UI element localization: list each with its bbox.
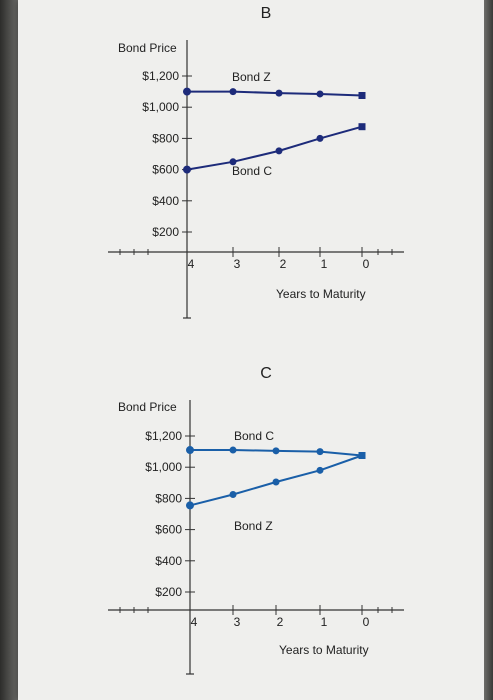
- y-tick-label: $800: [155, 491, 182, 505]
- y-tick-label: $1,000: [145, 460, 182, 474]
- x-axis-label: Years to Maturity: [279, 643, 369, 657]
- data-point: [229, 88, 237, 96]
- x-tick-label: 0: [363, 257, 370, 271]
- data-point: [358, 123, 366, 131]
- y-tick-label: $400: [152, 194, 179, 208]
- x-tick-label: 4: [188, 257, 195, 271]
- series-label: Bond C: [232, 164, 272, 178]
- paper-sheet: [18, 0, 484, 700]
- chart-title: C: [260, 365, 272, 382]
- x-tick-label: 2: [280, 257, 287, 271]
- y-tick-label: $1,200: [142, 69, 179, 83]
- y-tick-label: $600: [152, 163, 179, 177]
- data-point: [358, 92, 366, 99]
- x-axis-label: Years to Maturity: [276, 287, 366, 301]
- y-tick-label: $200: [155, 585, 182, 599]
- series-label: Bond Z: [232, 70, 271, 84]
- x-tick-label: 1: [321, 615, 328, 629]
- data-point: [183, 165, 191, 174]
- x-tick-label: 3: [234, 615, 241, 629]
- y-tick-label: $800: [152, 131, 179, 145]
- y-axis-label: Bond Price: [118, 400, 177, 414]
- data-point: [229, 491, 237, 498]
- x-tick-label: 2: [277, 615, 284, 629]
- data-point: [316, 134, 324, 142]
- series-label: Bond C: [234, 429, 274, 443]
- chart-B: B Bond Price $1,200 $1,000 $800 $600 $400 $200 4…: [108, 5, 404, 319]
- data-point: [272, 478, 280, 486]
- data-point: [229, 446, 237, 454]
- x-tick-label: 3: [234, 257, 241, 271]
- y-axis-label: Bond Price: [118, 41, 177, 55]
- y-tick-label: $400: [155, 554, 182, 568]
- series-line: [186, 125, 363, 171]
- data-point: [316, 90, 324, 98]
- series-line: [187, 90, 363, 97]
- x-tick-label: 4: [191, 615, 198, 629]
- y-tick-label: $200: [152, 225, 179, 239]
- chart-title: B: [261, 5, 272, 22]
- data-point: [358, 452, 366, 459]
- x-tick-label: 0: [363, 615, 370, 629]
- data-point: [316, 466, 324, 474]
- data-point: [275, 147, 283, 155]
- photo-edge-left: [0, 0, 18, 700]
- data-point: [186, 446, 194, 455]
- data-point: [275, 89, 283, 97]
- data-point: [316, 448, 324, 456]
- series-label: Bond Z: [234, 519, 273, 533]
- data-point: [229, 158, 237, 166]
- x-tick-label: 1: [321, 257, 328, 271]
- data-point: [186, 501, 194, 510]
- y-tick-label: $1,200: [145, 429, 182, 443]
- photo-edge-right: [484, 0, 493, 700]
- data-point: [272, 447, 280, 455]
- y-tick-label: $1,000: [142, 100, 179, 114]
- y-tick-label: $600: [155, 523, 182, 537]
- data-point: [183, 87, 191, 96]
- chart-C: C Bond Price $1,200 $1,000 $800 $600 $400 $200 4…: [108, 365, 404, 675]
